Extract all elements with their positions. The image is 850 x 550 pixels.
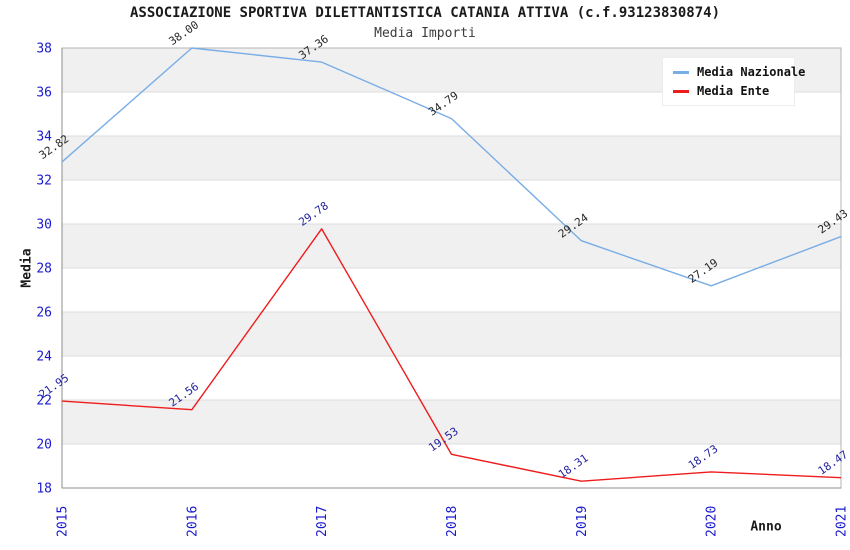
x-tick-label: 2016 bbox=[185, 506, 200, 537]
y-tick-label: 32 bbox=[36, 174, 52, 189]
legend-item-media-nazionale: Media Nazionale bbox=[673, 64, 805, 80]
point-label-media-ente: 21.95 bbox=[37, 371, 72, 401]
x-tick-label: 2021 bbox=[835, 506, 850, 537]
legend-item-media-ente: Media Ente bbox=[673, 83, 786, 99]
y-tick-label: 30 bbox=[36, 218, 52, 233]
y-tick-label: 26 bbox=[36, 306, 52, 321]
x-axis-label: Anno bbox=[750, 519, 782, 535]
y-tick-label: 22 bbox=[36, 394, 52, 409]
y-axis-label: Media bbox=[19, 248, 35, 288]
legend-label-media-ente: Media Ente bbox=[697, 84, 770, 98]
y-tick-label: 34 bbox=[36, 130, 52, 145]
point-label-media-ente: 18.31 bbox=[556, 451, 591, 481]
y-tick-label: 36 bbox=[36, 86, 52, 101]
x-tick-label: 2017 bbox=[315, 506, 330, 537]
legend-label-media-nazionale: Media Nazionale bbox=[697, 65, 806, 79]
grid-band bbox=[62, 400, 841, 444]
legend-swatch-media-nazionale-icon bbox=[673, 70, 689, 74]
chart-subtitle: Media Importi bbox=[374, 26, 476, 41]
point-label-media-nazionale: 38.00 bbox=[167, 18, 202, 48]
y-tick-label: 20 bbox=[36, 438, 52, 453]
x-tick-label: 2019 bbox=[575, 506, 590, 537]
point-label-media-ente: 18.47 bbox=[816, 448, 850, 478]
y-tick-label: 28 bbox=[36, 262, 52, 277]
series-line-media-nazionale bbox=[61, 47, 842, 287]
grid-band bbox=[62, 136, 841, 180]
legend-swatch-media-ente-icon bbox=[673, 89, 689, 93]
point-label-media-ente: 18.73 bbox=[686, 442, 721, 472]
x-tick-label: 2018 bbox=[445, 506, 460, 537]
y-tick-label: 38 bbox=[36, 42, 52, 57]
point-label-media-nazionale: 34.79 bbox=[426, 89, 461, 119]
grid-band bbox=[62, 224, 841, 268]
y-tick-label: 18 bbox=[36, 482, 52, 497]
x-tick-label: 2015 bbox=[56, 506, 71, 537]
legend: Media Nazionale Media Ente bbox=[662, 57, 805, 106]
x-tick-label: 2020 bbox=[705, 506, 720, 537]
grid-band bbox=[62, 312, 841, 356]
series-line-media-ente bbox=[61, 228, 842, 482]
chart-title: ASSOCIAZIONE SPORTIVA DILETTANTISTICA CA… bbox=[129, 5, 720, 21]
y-tick-label: 24 bbox=[36, 350, 52, 365]
